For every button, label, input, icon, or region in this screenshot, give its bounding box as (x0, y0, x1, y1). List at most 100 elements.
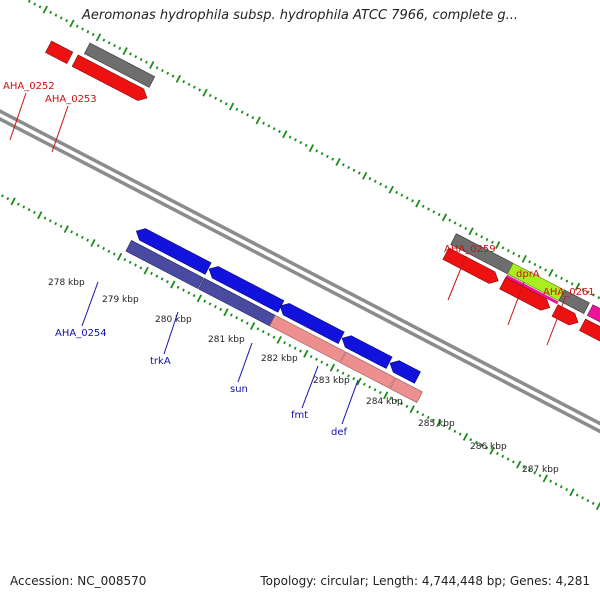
inner-tick (329, 363, 336, 372)
feature-red-arrow-4 (551, 304, 579, 326)
backbone-outer-line (0, 78, 600, 489)
map-title: Aeromonas hydrophila subsp. hydrophila A… (81, 8, 519, 23)
outer-tick (560, 276, 563, 280)
gene-label-AHA_0261: AHA_0261 (543, 287, 595, 298)
inner-tick (116, 252, 123, 261)
inner-tick (586, 499, 590, 503)
feature-trkA-blue (208, 266, 285, 313)
inner-tick (356, 377, 362, 386)
outer-tick (145, 60, 148, 64)
inner-tick (336, 368, 340, 372)
outer-tick (149, 61, 155, 69)
inner-tick (27, 208, 31, 212)
inner-tick (160, 277, 164, 281)
outer-tick (480, 235, 484, 239)
outer-tick (166, 71, 170, 75)
backbone-inner-line (0, 84, 600, 495)
inner-tick (516, 460, 522, 469)
inner-tick (352, 377, 356, 381)
outer-tick (441, 213, 448, 222)
outer-tick (202, 88, 208, 97)
inner-tick (409, 405, 415, 414)
inner-tick (549, 479, 553, 483)
outer-tick (155, 66, 159, 70)
inner-tick (432, 418, 435, 422)
accession-text: Accession: NC_008570 (10, 574, 147, 588)
outer-tick (427, 207, 430, 211)
inner-tick (373, 388, 377, 392)
inner-tick (123, 258, 127, 262)
inner-tick (542, 474, 548, 483)
inner-tick (229, 313, 233, 317)
leader-line-AHA_0253 (51, 105, 69, 153)
inner-tick (192, 294, 196, 298)
inner-tick (75, 233, 79, 237)
outer-tick (453, 221, 457, 225)
inner-tick (533, 471, 537, 475)
outer-tick (38, 5, 42, 9)
gene-label-AHA_0252: AHA_0252 (3, 81, 55, 92)
outer-tick (411, 199, 414, 203)
outer-tick (299, 141, 303, 145)
outer-tick (69, 19, 75, 28)
outer-tick (192, 85, 196, 89)
inner-tick (139, 266, 143, 270)
outer-tick (415, 199, 421, 208)
outer-tick (554, 273, 558, 278)
outer-tick (512, 251, 516, 255)
inner-tick (80, 235, 84, 239)
outer-tick (495, 241, 501, 250)
inner-tick (506, 457, 510, 461)
inner-tick (565, 487, 569, 492)
inner-tick (17, 202, 20, 206)
inner-tick (6, 197, 10, 201)
inner-tick (527, 468, 531, 472)
outer-tick (384, 185, 388, 189)
inner-tick (22, 205, 26, 209)
inner-tick (405, 404, 409, 408)
outer-tick (361, 171, 368, 180)
outer-tick (304, 143, 308, 147)
inner-tick (448, 427, 451, 431)
outer-tick (81, 27, 84, 31)
outer-tick (219, 99, 223, 103)
inner-tick (272, 335, 276, 339)
outer-tick (315, 149, 319, 153)
outer-tick (421, 204, 425, 208)
inner-tick (33, 210, 36, 215)
outer-tick (468, 227, 474, 236)
outer-tick (368, 177, 372, 181)
inner-tick (421, 413, 425, 417)
feature-red-arrow-2 (442, 247, 499, 284)
inner-tick (107, 249, 111, 253)
outer-tick (347, 165, 351, 170)
outer-tick (86, 30, 90, 34)
scale-label: 278 kbp (48, 278, 85, 288)
outer-tick (459, 224, 462, 228)
outer-tick (171, 74, 175, 78)
outer-tick (95, 33, 102, 42)
leader-line-dprA (507, 281, 525, 326)
inner-tick (347, 374, 350, 378)
outer-tick (586, 290, 590, 294)
outer-tick (75, 24, 79, 28)
inner-tick (522, 465, 526, 469)
inner-tick (575, 493, 579, 497)
gene-label-trkA: trkA (150, 356, 171, 367)
inner-tick (219, 307, 223, 312)
outer-tick (592, 293, 595, 297)
outer-tick (139, 57, 143, 62)
outer-tick (129, 52, 132, 56)
scale-label: 281 kbp (208, 335, 245, 345)
inner-tick (299, 349, 302, 353)
inner-tick (394, 399, 398, 403)
outer-tick (395, 190, 398, 195)
gene-label-sun: sun (230, 384, 248, 395)
inner-tick (235, 316, 239, 320)
outer-tick (246, 113, 249, 117)
inner-tick (1, 194, 4, 198)
inner-tick (362, 382, 366, 386)
inner-tick (187, 291, 191, 295)
outer-tick (288, 135, 292, 139)
leader-line-def (341, 379, 359, 425)
